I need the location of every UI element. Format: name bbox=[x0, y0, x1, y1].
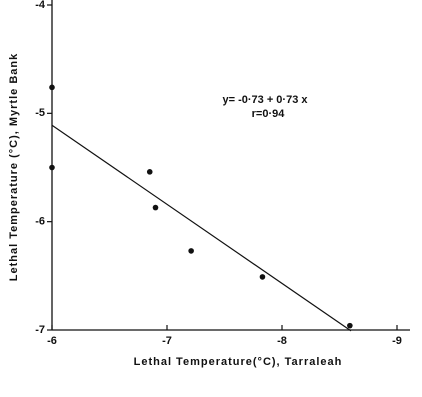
point bbox=[49, 84, 55, 91]
x-axis-label: Lethal Temperature(°C), Tarraleah bbox=[134, 356, 343, 368]
regression-line bbox=[51, 124, 352, 332]
x-tick-label: -8 bbox=[277, 335, 287, 347]
annotation: r=0·94 bbox=[252, 108, 286, 120]
y-tick-label: -4 bbox=[35, 0, 46, 11]
point bbox=[49, 164, 55, 171]
point bbox=[146, 169, 153, 175]
x-tick-label: -7 bbox=[162, 335, 172, 347]
point bbox=[259, 274, 266, 280]
y-axis-label: Lethal Temperature (°C), Myrtle Bank bbox=[8, 53, 20, 281]
annotation: y= -0·73 + 0·73 x bbox=[222, 94, 308, 106]
point bbox=[188, 248, 194, 254]
point bbox=[152, 204, 159, 211]
x-tick-label: -9 bbox=[392, 335, 402, 347]
y-tick-label: -7 bbox=[35, 324, 45, 336]
x-tick-label: -6 bbox=[47, 335, 57, 347]
y-tick-label: -5 bbox=[35, 107, 45, 119]
point bbox=[347, 322, 353, 329]
y-tick-label: -6 bbox=[35, 216, 45, 228]
